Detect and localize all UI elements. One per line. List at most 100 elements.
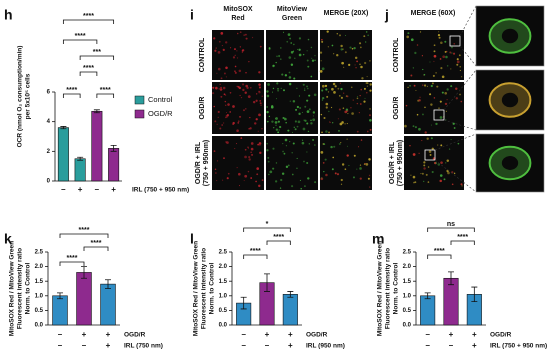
fluorescent-spot — [306, 122, 309, 125]
fluorescent-spot — [355, 67, 357, 69]
x-tick-label: + — [111, 185, 116, 194]
fluorescent-spot — [324, 84, 328, 88]
significance-label: **** — [75, 33, 86, 40]
fluorescent-spot — [291, 152, 293, 154]
fluorescent-spot — [236, 129, 239, 132]
zoom-connector — [434, 133, 477, 193]
row-label: (750 + 950nm) — [397, 140, 404, 187]
fluorescent-spot — [314, 59, 316, 62]
fluorescent-spot — [461, 185, 463, 187]
fluorescent-spot — [295, 108, 298, 111]
fluorescent-spot — [225, 76, 227, 78]
significance-label: **** — [250, 248, 261, 255]
fluorescent-spot — [234, 70, 236, 73]
fluorescent-spot — [459, 69, 461, 72]
fluorescent-spot — [423, 161, 426, 164]
fluorescent-spot — [405, 104, 408, 107]
fluorescent-spot — [285, 145, 287, 147]
fluorescent-spot — [437, 144, 439, 146]
panel-letter: m — [372, 231, 384, 247]
fluorescent-spot — [427, 181, 430, 183]
y-tick-label: 0.5 — [403, 308, 412, 314]
fluorescent-spot — [293, 126, 296, 129]
x-row-value: + — [288, 330, 293, 339]
fluorescent-spot — [221, 88, 223, 90]
column-header: MitoSOX — [223, 6, 252, 13]
fluorescent-spot — [419, 96, 421, 98]
fluorescent-spot — [237, 122, 240, 124]
micrograph — [404, 30, 464, 80]
fluorescent-spot — [307, 177, 310, 180]
fluorescent-spot — [413, 84, 416, 87]
fluorescent-spot — [368, 158, 371, 161]
fluorescent-spot — [325, 88, 328, 91]
fluorescent-spot — [261, 95, 263, 97]
fluorescent-spot — [255, 118, 258, 121]
y-tick-label: 0.5 — [219, 308, 228, 314]
fluorescent-spot — [266, 106, 268, 108]
y-axis-label: MitoSOX Red / MitoView Green — [9, 241, 16, 336]
fluorescent-spot — [410, 74, 413, 77]
fluorescent-spot — [280, 47, 282, 49]
fluorescent-spot — [360, 88, 363, 91]
fluorescent-spot — [332, 156, 335, 159]
y-axis-label: per 5x10⁵ cells — [25, 73, 32, 119]
fluorescent-spot — [350, 86, 353, 89]
fluorescent-spot — [249, 116, 251, 119]
fluorescent-spot — [323, 116, 326, 119]
fluorescent-spot — [323, 143, 326, 146]
fluorescent-spot — [422, 68, 424, 71]
fluorescent-spot — [245, 108, 247, 110]
micrograph — [266, 136, 318, 190]
significance-label: * — [266, 221, 269, 228]
micrograph — [320, 136, 372, 190]
significance-bracket — [79, 55, 115, 60]
fluorescent-spot — [439, 174, 443, 177]
fluorescent-spot — [243, 179, 245, 182]
fluorescent-spot — [429, 93, 432, 96]
fluorescent-spot — [423, 167, 426, 170]
fluorescent-spot — [298, 37, 302, 40]
y-tick-label: 0.0 — [35, 323, 44, 329]
fluorescent-spot — [244, 33, 247, 36]
fluorescent-spot — [426, 85, 429, 88]
fluorescent-spot — [225, 104, 227, 106]
fluorescent-spot — [307, 65, 310, 68]
error-bar — [448, 271, 454, 286]
fluorescent-spot — [222, 48, 225, 52]
fluorescent-spot — [440, 41, 443, 45]
fluorescent-spot — [441, 91, 444, 94]
fluorescent-spot — [217, 50, 221, 54]
fluorescent-spot — [298, 53, 302, 57]
legend-swatch — [134, 109, 145, 119]
fluorescent-spot — [347, 113, 349, 115]
fluorescent-spot — [240, 137, 243, 139]
fluorescent-spot — [234, 148, 236, 150]
panel-letter: k — [4, 231, 12, 247]
fluorescent-spot — [320, 113, 323, 116]
fluorescent-spot — [285, 121, 287, 124]
fluorescent-spot — [239, 115, 242, 118]
fluorescent-spot — [325, 102, 329, 106]
fluorescent-spot — [278, 125, 282, 129]
significance-label: ns — [447, 221, 455, 228]
fluorescent-spot — [258, 91, 261, 94]
fluorescent-spot — [346, 154, 349, 157]
fluorescent-spot — [236, 50, 238, 52]
significance-bracket — [243, 254, 268, 259]
fluorescent-spot — [369, 114, 371, 117]
fluorescent-spot — [215, 86, 218, 90]
fluorescent-spot — [416, 44, 419, 46]
fluorescent-spot — [220, 77, 223, 80]
fluorescent-spot — [213, 150, 216, 153]
fluorescent-spot — [455, 87, 458, 90]
y-tick-label: 0 — [47, 179, 51, 185]
fluorescent-spot — [268, 115, 271, 118]
y-tick-label: 1.0 — [219, 293, 228, 299]
fluorescent-spot — [214, 120, 217, 123]
cell-outline — [488, 82, 532, 118]
fluorescent-spot — [346, 123, 348, 125]
fluorescent-spot — [430, 103, 433, 106]
fluorescent-spot — [346, 138, 348, 140]
